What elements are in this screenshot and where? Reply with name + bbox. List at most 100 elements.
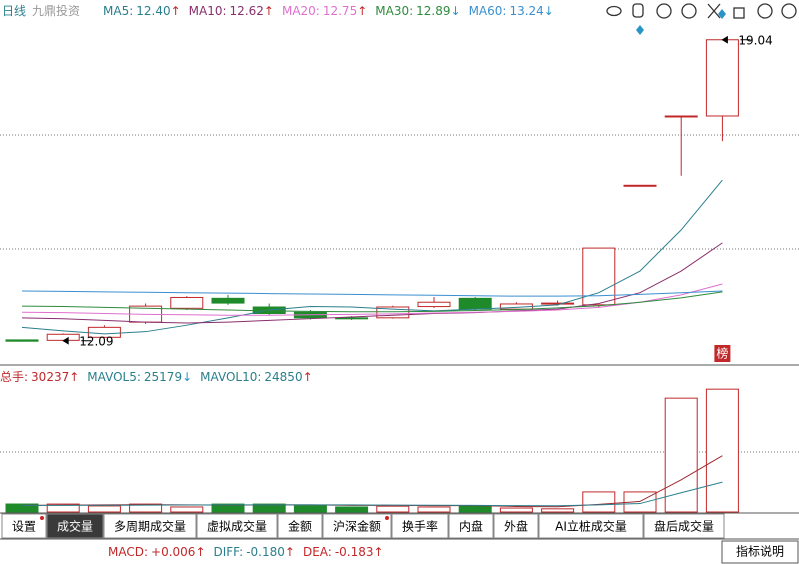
legend-label: DEA: (303, 545, 332, 559)
period: 日线 (2, 4, 26, 18)
tab[interactable]: AI立桩成交量 (538, 513, 644, 539)
play-icon[interactable] (656, 3, 672, 19)
tab-label: 多周期成交量 (114, 519, 186, 534)
legend-label: MACD: (108, 545, 148, 559)
button-bg[interactable] (721, 540, 799, 564)
ma-line (21, 290, 723, 297)
candle-body (664, 115, 698, 118)
legend-arrow: ↓ (544, 4, 554, 18)
legend-value: 12.62 (230, 4, 264, 18)
legend-label: MA20: (282, 4, 320, 18)
tab[interactable]: 沪深金额 (322, 513, 392, 539)
tab[interactable]: 换手率 (391, 513, 449, 539)
header: 日线 九鼎投资 (2, 3, 80, 18)
legend-arrow: ↑ (264, 4, 274, 18)
tab-label: 虚拟成交量 (207, 519, 267, 534)
tab[interactable]: 内盘 (448, 513, 494, 539)
legend-arrow: ↓ (451, 4, 461, 18)
tab-bg (643, 513, 725, 539)
cut-icon[interactable] (707, 3, 721, 19)
legend-label: MAVOL5: (87, 370, 141, 384)
badge-box (714, 345, 731, 362)
candle-body (376, 306, 410, 319)
tab[interactable]: 多周期成交量 (103, 513, 197, 539)
volume-bar (252, 503, 286, 513)
tab-bg (1, 513, 47, 539)
tab-bg (46, 513, 104, 539)
tab[interactable]: 成交量 (46, 513, 104, 539)
legend-arrow: ↑ (303, 370, 313, 384)
annotation: 12.09 (79, 334, 113, 348)
candle-body (623, 184, 657, 187)
legend-label: MA60: (469, 4, 507, 18)
legend-value: 12.75 (323, 4, 357, 18)
volume-bar (211, 503, 245, 513)
candle-body (46, 333, 80, 341)
volume-bar (458, 505, 492, 513)
legend-value: 12.40 (136, 4, 170, 18)
volume-bar (293, 505, 327, 513)
legend: MACD: +0.006↑ DIFF: -0.180↑ DEA: -0.183↑ (108, 545, 384, 559)
ma-line (21, 283, 723, 316)
eye-icon[interactable] (606, 5, 622, 17)
lock-icon[interactable] (733, 7, 745, 19)
volume-bar (705, 388, 739, 513)
candle-body (211, 297, 245, 304)
hand-icon[interactable] (632, 3, 644, 18)
zoom-out-icon[interactable] (781, 3, 797, 19)
legend-arrow: ↑ (285, 545, 295, 559)
tab[interactable]: 盘后成交量 (643, 513, 725, 539)
stock-name: 九鼎投资 (32, 3, 80, 18)
volume-bar (5, 503, 39, 513)
legend-value: -0.180 (246, 545, 285, 559)
legend-arrow: ↑ (374, 545, 384, 559)
legend-arrow: ↑ (357, 4, 367, 18)
tab[interactable]: 外盘 (493, 513, 539, 539)
tab-bg (103, 513, 197, 539)
button[interactable]: 指标说明 (736, 544, 784, 559)
annotation: 19.04 (738, 33, 772, 47)
candle-body (458, 297, 492, 310)
tab-bg (196, 513, 278, 539)
tab-bg (277, 513, 323, 539)
tab[interactable]: 设置 (1, 513, 47, 539)
tab-label: AI立桩成交量 (555, 519, 627, 534)
volume-bar (87, 505, 121, 513)
legend-label: DIFF: (214, 545, 244, 559)
volume-bar (46, 503, 80, 513)
volume-bar (664, 397, 698, 513)
tab-label: 外盘 (504, 519, 528, 534)
ma-line (21, 291, 723, 313)
ma-line (21, 455, 723, 508)
tab-bg (493, 513, 539, 539)
legend-label: MAVOL10: (200, 370, 261, 384)
legend: 总手: 30237↑ MAVOL5: 25179↓ MAVOL10: 24850↑ (0, 370, 313, 384)
zoom-in-icon[interactable] (757, 3, 773, 19)
tab-label: 盘后成交量 (654, 519, 714, 534)
back-icon[interactable] (681, 3, 697, 19)
annotation-arrow (721, 35, 751, 44)
tab-label: 换手率 (402, 519, 438, 534)
tab[interactable]: 金额 (277, 513, 323, 539)
legend-value: 24850 (264, 370, 302, 384)
volume-bar (541, 508, 575, 513)
tab-bg (391, 513, 449, 539)
legend-value: 13.24 (509, 4, 543, 18)
tab-label: 设置 (12, 520, 36, 534)
candle-body (705, 39, 739, 117)
tab[interactable]: 虚拟成交量 (196, 513, 278, 539)
legend-value: 30237 (31, 370, 69, 384)
volume-bar (376, 505, 410, 513)
candle-body (417, 301, 451, 308)
legend-arrow: ↓ (182, 370, 192, 384)
ma-line (21, 242, 723, 324)
badge: 榜 (716, 346, 728, 361)
tab-label: 成交量 (57, 519, 93, 534)
legend-value: +0.006 (151, 545, 195, 559)
tab-label: 内盘 (459, 519, 483, 534)
ma-line (21, 481, 723, 507)
candle-body (5, 339, 39, 342)
legend-label: MA30: (375, 4, 413, 18)
volume-bar (129, 503, 163, 513)
